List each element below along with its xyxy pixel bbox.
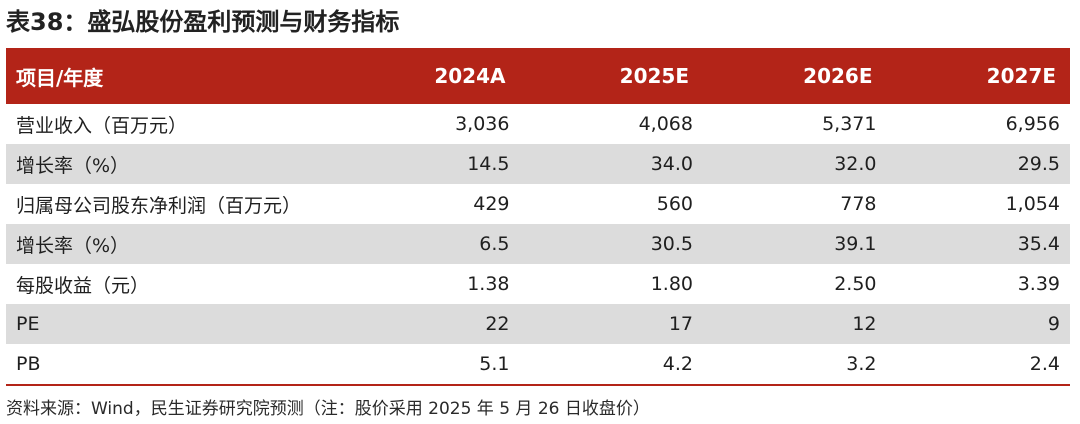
header-year-2025e: 2025E	[619, 64, 689, 88]
cell-value: 3.2	[846, 353, 877, 375]
row-label: 归属母公司股东净利润（百万元）	[16, 194, 302, 217]
cell-value: 34.0	[650, 153, 693, 175]
cell-value: 1.38	[467, 273, 510, 295]
cell-value: 9	[1047, 313, 1060, 335]
cell-value: 2.4	[1029, 353, 1060, 375]
row-label: 增长率（%）	[16, 234, 130, 257]
table-row-pb: PB 5.1 4.2 3.2 2.4	[6, 344, 1070, 384]
cell-value: 12	[852, 313, 877, 335]
cell-value: 14.5	[467, 153, 510, 175]
row-label: PB	[16, 353, 41, 375]
table-row-revenue: 营业收入（百万元） 3,036 4,068 5,371 6,956	[6, 104, 1070, 144]
cell-value: 4,068	[638, 113, 693, 135]
table-row-profit-growth: 增长率（%） 6.5 30.5 39.1 35.4	[6, 224, 1070, 264]
header-year-2024a: 2024A	[434, 64, 506, 88]
table-row-pe: PE 22 17 12 9	[6, 304, 1070, 344]
cell-value: 778	[840, 193, 877, 215]
cell-value: 6.5	[479, 233, 510, 255]
row-label: PE	[16, 313, 40, 335]
cell-value: 39.1	[834, 233, 877, 255]
cell-value: 2.50	[834, 273, 877, 295]
table-row-net-profit: 归属母公司股东净利润（百万元） 429 560 778 1,054	[6, 184, 1070, 224]
table-row-eps: 每股收益（元） 1.38 1.80 2.50 3.39	[6, 264, 1070, 304]
cell-value: 6,956	[1005, 113, 1060, 135]
table-bottom-rule	[6, 384, 1070, 386]
cell-value: 1.80	[650, 273, 693, 295]
cell-value: 3.39	[1017, 273, 1060, 295]
header-label: 项目/年度	[16, 65, 104, 90]
table-header-row: 项目/年度 2024A 2025E 2026E 2027E	[6, 48, 1070, 104]
source-note: 资料来源：Wind，民生证券研究院预测（注：股价采用 2025 年 5 月 26…	[6, 399, 650, 419]
cell-value: 17	[668, 313, 693, 335]
cell-value: 29.5	[1017, 153, 1060, 175]
cell-value: 4.2	[662, 353, 693, 375]
row-label: 营业收入（百万元）	[16, 114, 188, 137]
row-label: 增长率（%）	[16, 154, 130, 177]
row-label: 每股收益（元）	[16, 274, 150, 297]
table-row-revenue-growth: 增长率（%） 14.5 34.0 32.0 29.5	[6, 144, 1070, 184]
header-year-2027e: 2027E	[986, 64, 1056, 88]
cell-value: 3,036	[455, 113, 510, 135]
cell-value: 30.5	[650, 233, 693, 255]
cell-value: 1,054	[1005, 193, 1060, 215]
financial-forecast-table: 项目/年度 2024A 2025E 2026E 2027E 营业收入（百万元） …	[6, 48, 1070, 386]
cell-value: 5.1	[479, 353, 510, 375]
cell-value: 35.4	[1017, 233, 1060, 255]
cell-value: 22	[485, 313, 510, 335]
cell-value: 429	[473, 193, 510, 215]
cell-value: 32.0	[834, 153, 877, 175]
cell-value: 560	[656, 193, 693, 215]
table-title: 表38：盛弘股份盈利预测与财务指标	[6, 8, 400, 36]
cell-value: 5,371	[822, 113, 877, 135]
header-year-2026e: 2026E	[803, 64, 873, 88]
